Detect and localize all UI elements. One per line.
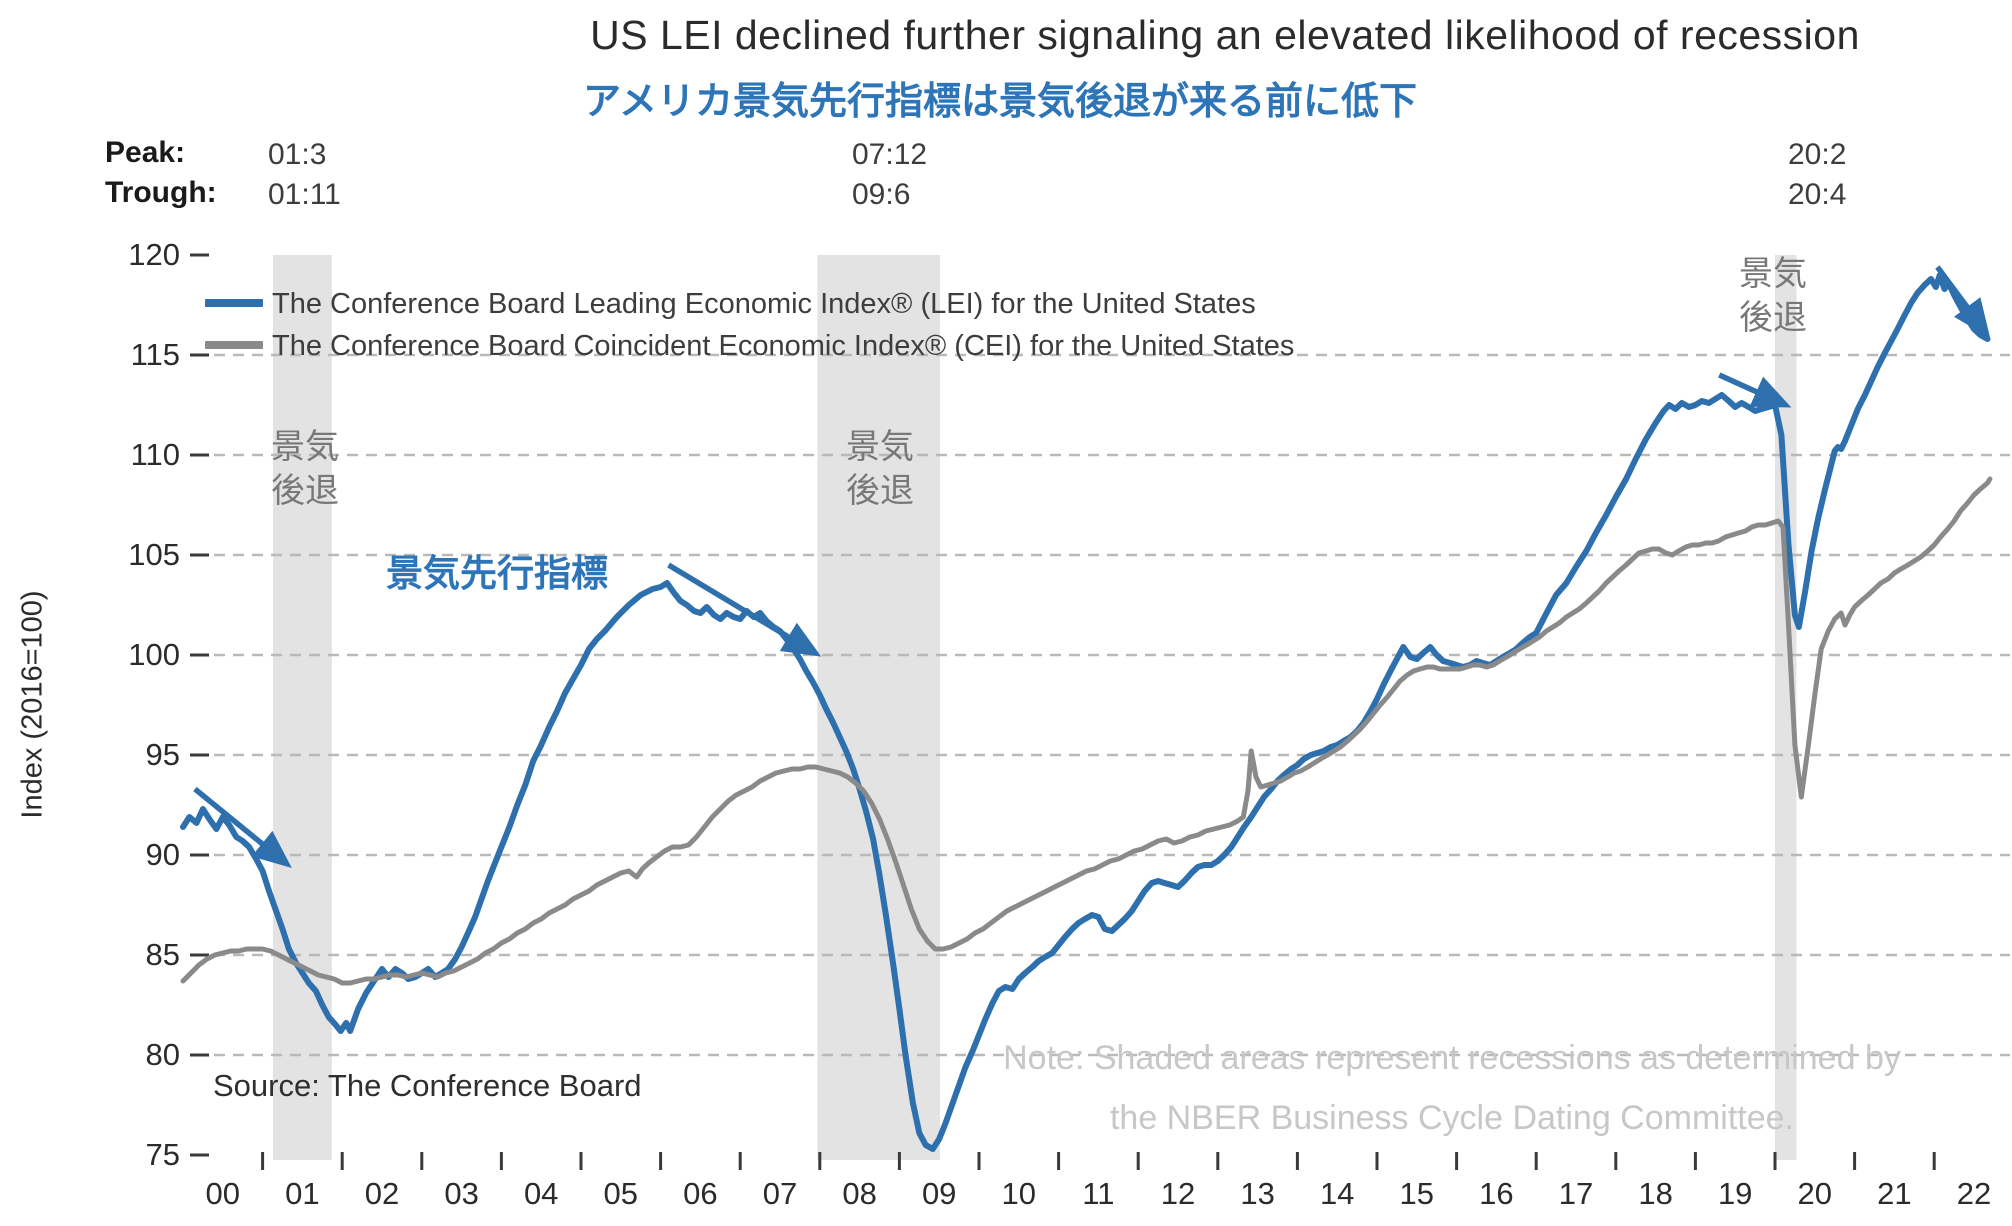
y-tick-label-85: 85 [145,937,180,972]
trough-value-2020: 20:4 [1788,178,1847,211]
x-tick-label-01: 01 [285,1176,320,1211]
recession-label-2008: 景気 後退 [800,425,960,513]
x-tick-label-03: 03 [444,1176,479,1211]
y-tick-label-80: 80 [145,1037,180,1072]
recession-label-2001: 景気 後退 [225,425,385,513]
recession-label-line1: 景気 [1739,255,1807,293]
recession-label-2020: 景気 後退 [1693,252,1853,340]
y-tick-label-95: 95 [145,737,180,772]
recession-band [272,255,332,1160]
recession-label-line1: 景気 [271,428,339,466]
nber-footnote-line1: Note: Shaded areas represent recessions … [1003,1039,1901,1077]
recession-label-line1: 景気 [846,428,914,466]
lei-decline-2006-arrow [667,562,822,657]
y-tick-label-115: 115 [130,337,180,372]
y-axis-title: Index (2016=100) [16,590,49,819]
page-subtitle-japanese: アメリカ景気先行指標は景気後退が来る前に低下 [582,81,1418,123]
trough-value-2009: 09:6 [852,178,911,211]
lei-decline-2019-arrow [1718,372,1792,408]
lei-line [180,272,1991,1152]
recession-label-line2: 後退 [271,472,339,510]
legend-cei-swatch [205,341,263,349]
x-tick-label-14: 14 [1319,1176,1355,1211]
recession-label-line2: 後退 [846,472,914,510]
x-tick-label-13: 13 [1240,1176,1275,1211]
x-tick-label-02: 02 [364,1176,400,1211]
x-tick-label-22: 22 [1956,1176,1992,1211]
recession-band [817,255,940,1160]
lei-decline-2022-arrow [1935,265,1991,338]
peak-value-2020: 20:2 [1788,138,1847,171]
x-tick-label-16: 16 [1479,1176,1514,1211]
peak-value-2007: 07:12 [852,138,928,171]
legend-lei-label: The Conference Board Leading Economic In… [272,288,1256,320]
recession-band [1775,255,1797,1160]
y-tick-label-90: 90 [145,837,180,872]
y-tick-label-120: 120 [128,237,180,272]
x-tick-label-09: 09 [921,1176,957,1211]
trough-value-2001: 01:11 [268,178,341,211]
x-tick-label-11: 11 [1082,1176,1115,1211]
x-tick-label-15: 15 [1399,1176,1435,1211]
y-tick-label-75: 75 [145,1137,180,1172]
page-title: US LEI declined further signaling an ele… [590,12,1860,58]
x-tick-label-07: 07 [762,1176,798,1211]
legend-lei-swatch [205,299,263,307]
x-tick-label-17: 17 [1558,1176,1594,1211]
x-tick-label-21: 21 [1877,1176,1912,1211]
lei-decline-2000-arrow [193,786,292,868]
x-tick-label-20: 20 [1797,1176,1833,1211]
x-tick-label-10: 10 [1001,1176,1037,1211]
source-note: Source: The Conference Board [213,1068,642,1103]
recession-label-line2: 後退 [1739,299,1807,337]
leading-indicator-label: 景気先行指標 [386,553,608,594]
x-tick-label-06: 06 [683,1176,718,1211]
x-tick-label-00: 00 [205,1176,241,1211]
x-tick-label-18: 18 [1638,1176,1673,1211]
cei-line [180,476,1993,986]
x-tick-label-04: 04 [523,1176,559,1211]
peak-label: Peak: [105,136,186,169]
y-tick-label-105: 105 [128,537,180,572]
legend-cei-label: The Conference Board Coincident Economic… [272,330,1295,362]
x-tick-label-08: 08 [842,1176,877,1211]
x-tick-label-05: 05 [603,1176,639,1211]
y-tick-label-110: 110 [130,437,180,472]
trough-label: Trough: [105,176,217,209]
y-tick-label-100: 100 [128,637,180,672]
x-tick-label-12: 12 [1160,1176,1196,1211]
nber-footnote-line2: the NBER Business Cycle Dating Committee… [1109,1099,1795,1137]
peak-value-2001: 01:3 [268,138,327,171]
x-tick-label-19: 19 [1717,1176,1753,1211]
